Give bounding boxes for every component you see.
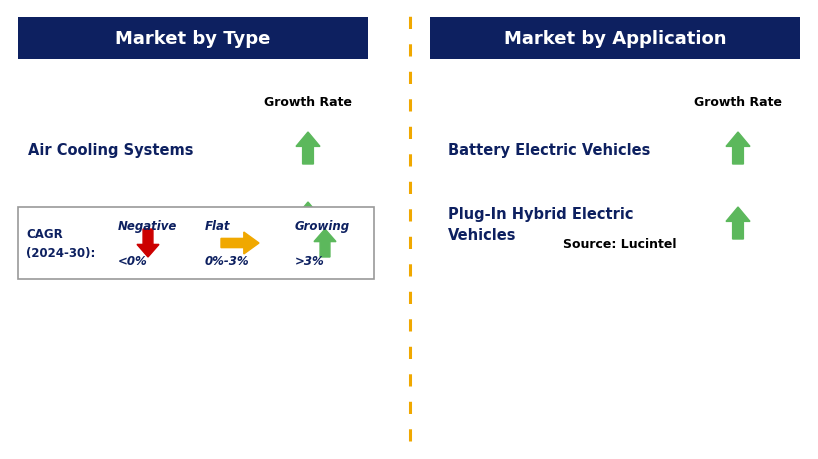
Polygon shape [296, 133, 320, 165]
Text: CAGR
(2024-30):: CAGR (2024-30): [26, 228, 96, 259]
Text: <0%: <0% [118, 254, 148, 267]
Polygon shape [296, 202, 320, 235]
Text: Growth Rate: Growth Rate [694, 95, 782, 108]
Text: Negative: Negative [118, 220, 178, 233]
FancyBboxPatch shape [18, 18, 368, 60]
Text: Flat: Flat [205, 220, 231, 233]
Polygon shape [726, 207, 750, 240]
Polygon shape [726, 133, 750, 165]
Polygon shape [314, 230, 336, 257]
Text: Growing: Growing [295, 220, 350, 233]
Text: Plug-In Hybrid Electric
Vehicles: Plug-In Hybrid Electric Vehicles [448, 207, 633, 242]
Text: Battery Electric Vehicles: Battery Electric Vehicles [448, 142, 650, 157]
Text: Air Cooling Systems: Air Cooling Systems [28, 142, 194, 157]
Text: Growth Rate: Growth Rate [264, 95, 352, 108]
Text: Market by Type: Market by Type [115, 30, 271, 48]
Polygon shape [221, 233, 259, 254]
Text: >3%: >3% [295, 254, 325, 267]
Text: Liquid Cooling Systems: Liquid Cooling Systems [28, 212, 221, 227]
FancyBboxPatch shape [430, 18, 800, 60]
Text: Market by Application: Market by Application [504, 30, 726, 48]
Text: Source: Lucintel: Source: Lucintel [564, 238, 676, 251]
Text: 0%-3%: 0%-3% [205, 254, 249, 267]
FancyBboxPatch shape [18, 207, 374, 280]
Polygon shape [137, 230, 159, 257]
